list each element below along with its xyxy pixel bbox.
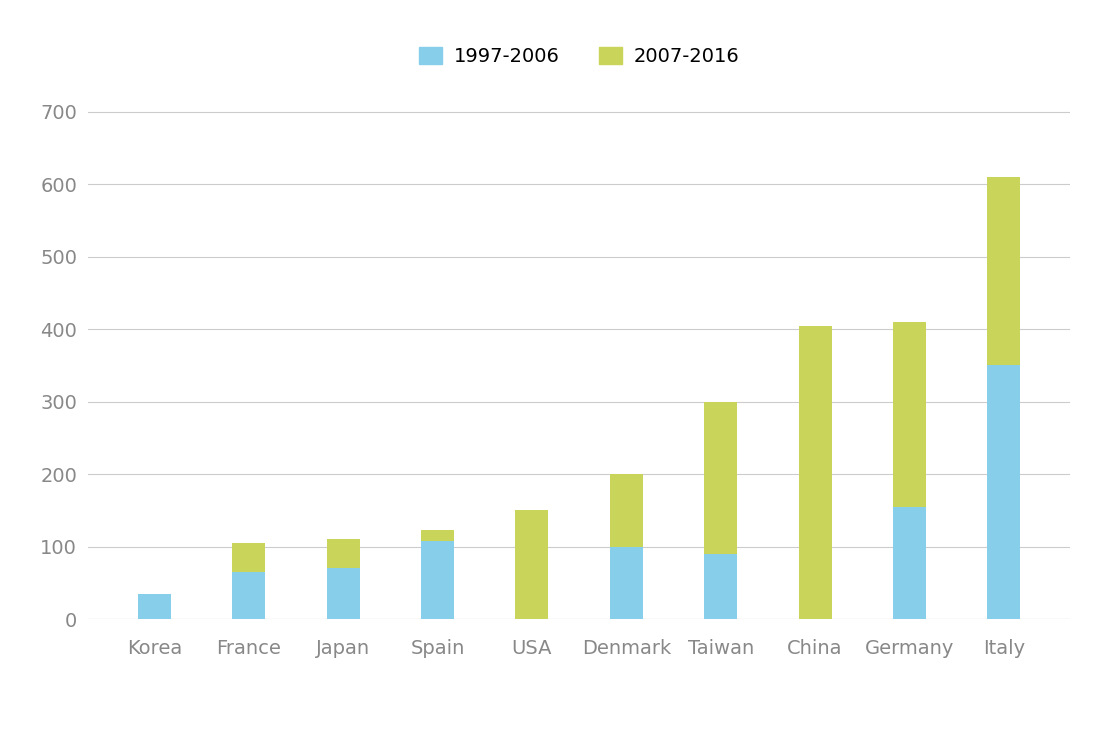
Bar <box>893 507 925 619</box>
Bar <box>421 530 454 541</box>
Bar <box>799 325 832 619</box>
Bar <box>138 593 171 619</box>
Bar <box>610 547 643 619</box>
Bar <box>326 569 360 619</box>
Bar <box>987 177 1020 365</box>
Bar <box>233 543 265 572</box>
Bar <box>704 554 737 619</box>
Bar <box>326 539 360 569</box>
Legend: 1997-2006, 2007-2016: 1997-2006, 2007-2016 <box>419 47 739 66</box>
Bar <box>610 474 643 547</box>
Bar <box>421 541 454 619</box>
Bar <box>704 402 737 554</box>
Bar <box>987 365 1020 619</box>
Bar <box>515 510 548 619</box>
Bar <box>233 572 265 619</box>
Bar <box>893 322 925 507</box>
